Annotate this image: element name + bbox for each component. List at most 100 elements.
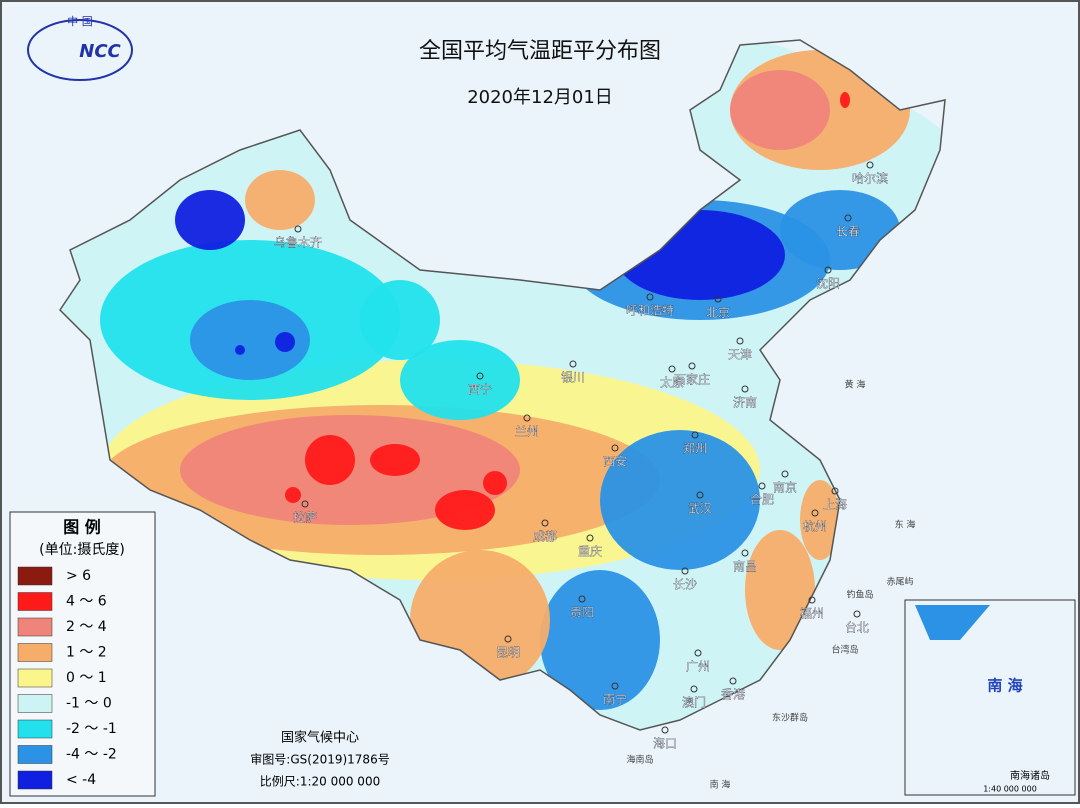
city-label: 西宁 bbox=[468, 382, 492, 397]
logo-country: 中 国 bbox=[67, 15, 93, 28]
city-label: 海口 bbox=[653, 736, 677, 751]
city-marker bbox=[808, 596, 816, 604]
legend-swatch bbox=[17, 719, 53, 739]
anomaly-area bbox=[745, 530, 815, 650]
legend-swatch bbox=[17, 745, 53, 764]
anomaly-area bbox=[435, 490, 495, 530]
city-marker bbox=[758, 482, 766, 490]
city-label: 武汉 bbox=[688, 502, 712, 516]
city-label: 石家庄 bbox=[674, 372, 710, 387]
city-label: 广州 bbox=[686, 660, 710, 674]
legend-swatch bbox=[17, 694, 53, 713]
city-label: 长春 bbox=[836, 225, 860, 239]
city-marker bbox=[301, 500, 309, 508]
inset-land bbox=[915, 605, 990, 640]
legend-label: > 6 bbox=[66, 568, 91, 584]
city-label: 哈尔滨 bbox=[852, 171, 888, 186]
city-marker bbox=[294, 225, 302, 233]
legend-swatch bbox=[17, 668, 53, 688]
anomaly-area bbox=[780, 190, 900, 270]
anomaly-area bbox=[275, 332, 295, 352]
city-label: 郑州 bbox=[683, 441, 707, 456]
anomaly-area bbox=[175, 190, 245, 250]
anomaly-area bbox=[305, 435, 355, 485]
inset-scale: 1:40 000 000 bbox=[983, 785, 1037, 794]
logo-acronym: NCC bbox=[79, 41, 121, 62]
legend-label: 1 ～ 2 bbox=[66, 645, 107, 661]
anomaly-area bbox=[483, 471, 507, 495]
legend-swatch bbox=[17, 566, 53, 586]
city-label: 太原 bbox=[660, 375, 684, 390]
city-label: 合肥 bbox=[750, 492, 774, 507]
city-label: 南昌 bbox=[733, 559, 757, 574]
city-marker bbox=[690, 685, 698, 693]
anomaly-area bbox=[360, 280, 440, 360]
anomaly-area bbox=[600, 430, 760, 570]
anomaly-area bbox=[540, 570, 660, 710]
title: 全国平均气温距平分布图 bbox=[419, 39, 661, 64]
city-label: 台北 bbox=[845, 620, 869, 635]
anomaly-area bbox=[730, 70, 830, 150]
anomaly-area bbox=[840, 92, 850, 108]
city-marker bbox=[729, 677, 737, 685]
city-marker bbox=[688, 362, 696, 370]
city-marker bbox=[611, 444, 619, 452]
city-marker bbox=[694, 649, 702, 657]
city-marker bbox=[781, 470, 789, 478]
city-label: 西安 bbox=[603, 454, 627, 469]
city-label: 济南 bbox=[733, 395, 757, 410]
legend-label: -2 ～ -1 bbox=[66, 721, 117, 737]
city-marker bbox=[714, 295, 722, 303]
city-label: 北京 bbox=[706, 306, 730, 320]
city-marker bbox=[741, 385, 749, 393]
city-marker bbox=[611, 682, 619, 690]
city-label: 杭州 bbox=[803, 519, 827, 534]
city-label: 兰州 bbox=[515, 425, 539, 439]
city-marker bbox=[853, 610, 861, 618]
city-label: 拉萨 bbox=[293, 510, 317, 525]
place-label: 东沙群岛 bbox=[772, 712, 808, 724]
city-label: 昆明 bbox=[496, 646, 520, 660]
city-label: 香港 bbox=[721, 688, 745, 702]
city-label: 南京 bbox=[773, 480, 797, 495]
city-marker bbox=[668, 365, 676, 373]
footer-agency: 国家气候中心 bbox=[281, 730, 359, 746]
place-label: 钓鱼岛 bbox=[846, 589, 873, 601]
city-label: 银川 bbox=[561, 371, 585, 385]
city-label: 重庆 bbox=[578, 545, 602, 559]
place-label: 台湾岛 bbox=[831, 644, 858, 656]
place-label: 海南岛 bbox=[626, 754, 653, 766]
city-marker bbox=[696, 491, 704, 499]
city-label: 成都 bbox=[533, 530, 557, 544]
city-marker bbox=[541, 519, 549, 527]
city-marker bbox=[646, 293, 654, 301]
date: 2020年12月01日 bbox=[467, 87, 613, 108]
logo-ring bbox=[27, 19, 133, 81]
anomaly-area bbox=[190, 300, 310, 380]
legend-label: 4 ～ 6 bbox=[66, 594, 107, 610]
city-marker bbox=[691, 431, 699, 439]
city-marker bbox=[824, 266, 832, 274]
city-label: 澳门 bbox=[682, 695, 706, 710]
legend-swatch bbox=[17, 770, 53, 790]
city-marker bbox=[866, 161, 874, 169]
footer-approval: 审图号:GS(2019)1786号 bbox=[250, 752, 389, 767]
city-marker bbox=[844, 214, 852, 222]
legend-swatch bbox=[17, 643, 53, 662]
legend-label: -4 ～ -2 bbox=[66, 747, 117, 763]
anomaly-area bbox=[285, 487, 301, 503]
city-marker bbox=[586, 534, 594, 542]
legend-swatch bbox=[17, 617, 53, 637]
city-marker bbox=[661, 726, 669, 734]
city-label: 呼和浩特 bbox=[626, 303, 674, 318]
place-label: 赤尾屿 bbox=[886, 577, 913, 588]
place-label: 黄 海 bbox=[845, 379, 866, 391]
legend-unit: (单位:摄氏度) bbox=[39, 542, 125, 558]
place-label: 东 海 bbox=[895, 519, 916, 531]
city-label: 天津 bbox=[728, 348, 752, 362]
city-label: 乌鲁木齐 bbox=[274, 235, 322, 250]
city-label: 南宁 bbox=[603, 692, 627, 707]
city-marker bbox=[831, 487, 839, 495]
